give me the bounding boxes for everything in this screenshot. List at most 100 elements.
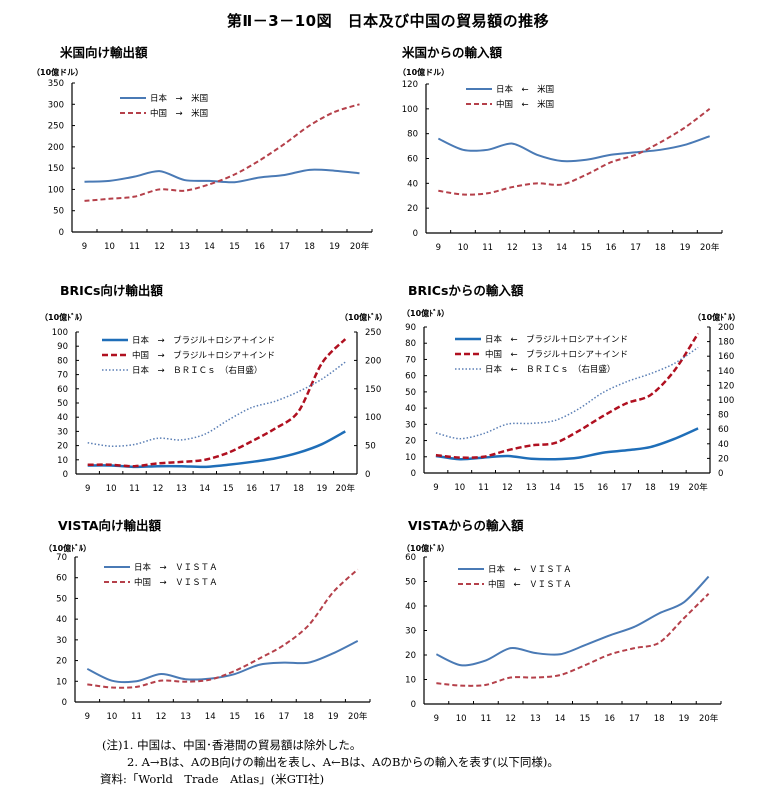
data-point-s0-4 (536, 153, 539, 156)
data-point-s0-6 (583, 644, 586, 647)
chart-vista-imports: 0 10 20 30 40 50 60 9 10 11 12 13 14 15 16 17 18 19 20年 日本 … (405, 553, 722, 724)
data-point-s1-11 (344, 338, 347, 341)
data-point-s1-6 (577, 429, 580, 432)
y-tick-label: 120 (402, 80, 418, 90)
data-point-s0-11 (344, 430, 347, 433)
data-point-s2-3 (156, 437, 159, 440)
legend-label-0: 日本 → ＶＩＳＴＡ (134, 562, 218, 573)
series-line-1 (84, 103, 360, 202)
x-tick-label: 11 (129, 484, 140, 494)
data-point-s0-7 (608, 634, 611, 637)
x-tick-label: 13 (176, 484, 187, 494)
y-tick-label-right: 60 (718, 425, 729, 435)
data-point-s0-6 (233, 673, 236, 676)
data-point-s1-5 (560, 183, 563, 186)
data-point-s1-5 (554, 441, 557, 444)
data-point-s1-10 (333, 110, 336, 113)
data-point-s0-10 (320, 443, 323, 446)
x-tick-label: 13 (179, 242, 190, 252)
note-2: 2. A→Bは、AのB向けの輸出を表し、A←Bは、AのBからの輸入を表す(以下同… (127, 755, 559, 769)
x-tick-label: 12 (502, 483, 513, 493)
y-tick-label-right: 100 (365, 413, 381, 423)
data-point-s2-2 (133, 443, 136, 446)
data-point-s0-11 (356, 639, 359, 642)
x-tick-label: 9 (434, 714, 439, 724)
data-point-s1-9 (308, 124, 311, 127)
y-tick-label: 10 (57, 456, 68, 466)
data-point-s1-8 (633, 647, 636, 650)
y-tick-label: 30 (56, 636, 67, 646)
data-point-s0-4 (530, 457, 533, 460)
y-tick-label: 60 (407, 155, 418, 165)
data-point-s1-6 (233, 173, 236, 176)
data-point-s2-11 (344, 361, 347, 364)
data-point-s1-5 (203, 458, 206, 461)
data-point-s2-8 (274, 400, 277, 403)
data-point-s1-11 (358, 103, 361, 106)
data-point-s0-6 (585, 158, 588, 161)
y-tick-label: 30 (405, 420, 416, 430)
y-tick-label: 40 (56, 615, 67, 625)
data-point-s0-0 (86, 667, 89, 670)
y-tick-label: 50 (405, 578, 416, 588)
data-point-s1-0 (435, 682, 438, 685)
x-tick-label: 17 (279, 242, 290, 252)
legend-label-0: 日本 ← ブラジル＋ロシア＋インド (485, 334, 628, 345)
data-point-s0-6 (577, 456, 580, 459)
data-point-s0-10 (333, 169, 336, 172)
data-point-s0-0 (435, 653, 438, 656)
data-point-s1-7 (258, 657, 261, 660)
x-tick-label: 12 (505, 714, 516, 724)
x-tick-label: 16 (254, 712, 265, 722)
data-point-s0-0 (437, 137, 440, 140)
data-point-s1-1 (110, 463, 113, 466)
data-point-s1-3 (158, 188, 161, 191)
x-tick-label: 10 (458, 243, 469, 253)
data-point-s1-1 (108, 197, 111, 200)
y-tick-label-right: 200 (365, 356, 381, 366)
x-tick-label: 15 (229, 242, 240, 252)
y-tick-label-right: 80 (718, 411, 729, 421)
panel-title-brics-exports: BRICs向け輸出額 (60, 283, 163, 298)
data-point-s0-6 (227, 463, 230, 466)
data-point-s1-6 (583, 664, 586, 667)
data-point-s1-4 (180, 460, 183, 463)
data-point-s0-10 (673, 437, 676, 440)
y-tick-label: 10 (56, 677, 67, 687)
data-point-s1-3 (156, 462, 159, 465)
data-point-s1-8 (274, 427, 277, 430)
data-point-s0-9 (308, 168, 311, 171)
x-tick-label: 14 (199, 484, 210, 494)
x-tick-label: 16 (606, 243, 617, 253)
x-tick-label: 10 (104, 242, 115, 252)
y-tick-label: 80 (405, 339, 416, 349)
legend-label-1: 中国 ← ブラジル＋ロシア＋インド (485, 349, 628, 360)
data-point-s0-0 (83, 180, 86, 183)
y-tick-label: 0 (411, 700, 416, 710)
y-tick-label: 50 (56, 594, 67, 604)
data-point-s1-2 (484, 683, 487, 686)
data-point-s0-7 (258, 176, 261, 179)
data-point-s1-0 (86, 683, 89, 686)
data-point-s0-2 (486, 148, 489, 151)
data-point-s2-5 (203, 433, 206, 436)
data-point-s0-4 (180, 465, 183, 468)
data-point-s1-8 (634, 153, 637, 156)
legend-label-1: 中国 → ブラジル＋ロシア＋インド (132, 350, 275, 361)
chart-us-exports: 0 50 100 150 200 250 300 350 9 10 11 12 13 14 15 16 17 18… (48, 79, 373, 252)
data-point-s0-7 (258, 663, 261, 666)
data-point-s1-4 (534, 676, 537, 679)
x-tick-label: 19 (328, 712, 339, 722)
series-line-2 (435, 346, 699, 440)
data-point-s0-10 (682, 601, 685, 604)
data-point-s0-2 (133, 175, 136, 178)
x-tick-label: 14 (204, 242, 215, 252)
unit-label-brics-exports-left: （10億ﾄﾞﾙ） (40, 313, 88, 322)
unit-label-us-imports: （10億ドル） (398, 68, 450, 77)
data-point-s2-6 (577, 407, 580, 410)
x-tick-label: 20年 (699, 713, 719, 724)
data-point-s0-3 (506, 454, 509, 457)
y-tick-label-right: 0 (365, 470, 370, 480)
x-tick-label: 14 (556, 243, 567, 253)
y-tick-label: 60 (56, 574, 67, 584)
